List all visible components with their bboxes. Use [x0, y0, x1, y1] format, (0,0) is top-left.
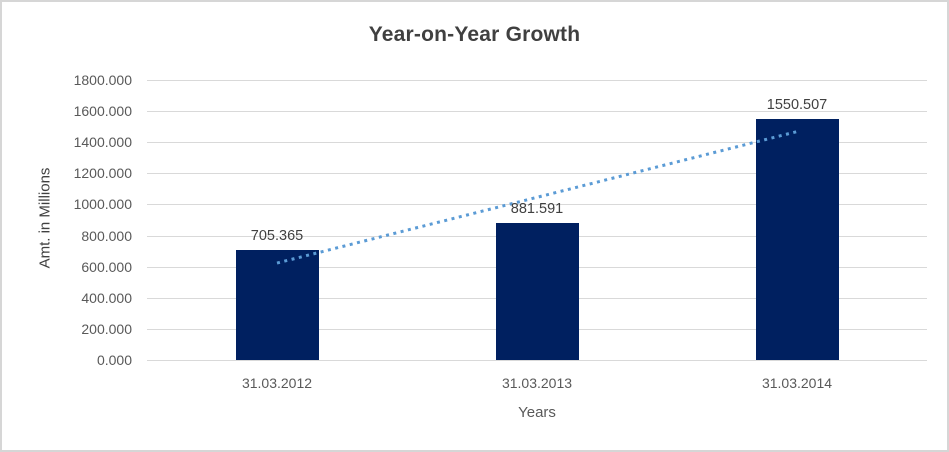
y-axis-tick-label: 1000.000 [73, 196, 132, 213]
gridline [147, 142, 927, 144]
y-axis-tick-label: 800.000 [81, 227, 132, 244]
x-axis-tick-label: 31.03.2012 [241, 375, 313, 391]
gridline [147, 80, 927, 81]
y-axis-tick-label: 200.000 [81, 320, 132, 337]
y-axis-tick-labels: 1800.000 1600.000 1400.000 1200.000 1000.000… [2, 2, 132, 450]
trendline [276, 130, 798, 265]
data-label: 1550.507 [766, 96, 828, 113]
y-axis-tick-label: 1400.000 [73, 134, 132, 151]
y-axis-tick-label: 400.000 [81, 289, 132, 306]
gridline [147, 204, 927, 206]
x-axis-tick-label: 31.03.2013 [501, 375, 573, 391]
gridline [147, 173, 927, 175]
y-axis-tick-label: 1800.000 [73, 72, 132, 88]
bar-31.03.2012 [235, 250, 319, 360]
bar-31.03.2013 [495, 222, 579, 360]
gridline [147, 111, 927, 113]
bar-31.03.2014 [755, 118, 839, 360]
y-axis-tick-label: 600.000 [81, 258, 132, 275]
x-axis-title: Years [518, 404, 556, 421]
y-axis-tick-label: 1200.000 [73, 165, 132, 182]
chart-title: Year-on-Year Growth [368, 23, 581, 46]
y-axis-tick-label: 1600.000 [73, 103, 132, 120]
x-axis-tick-label: 31.03.2014 [761, 375, 833, 391]
data-label: 881.591 [510, 200, 564, 217]
plot-area: 705.365 881.591 1550.507 [147, 80, 927, 361]
data-label: 705.365 [250, 228, 304, 245]
y-axis-tick-label: 0.000 [96, 352, 132, 368]
